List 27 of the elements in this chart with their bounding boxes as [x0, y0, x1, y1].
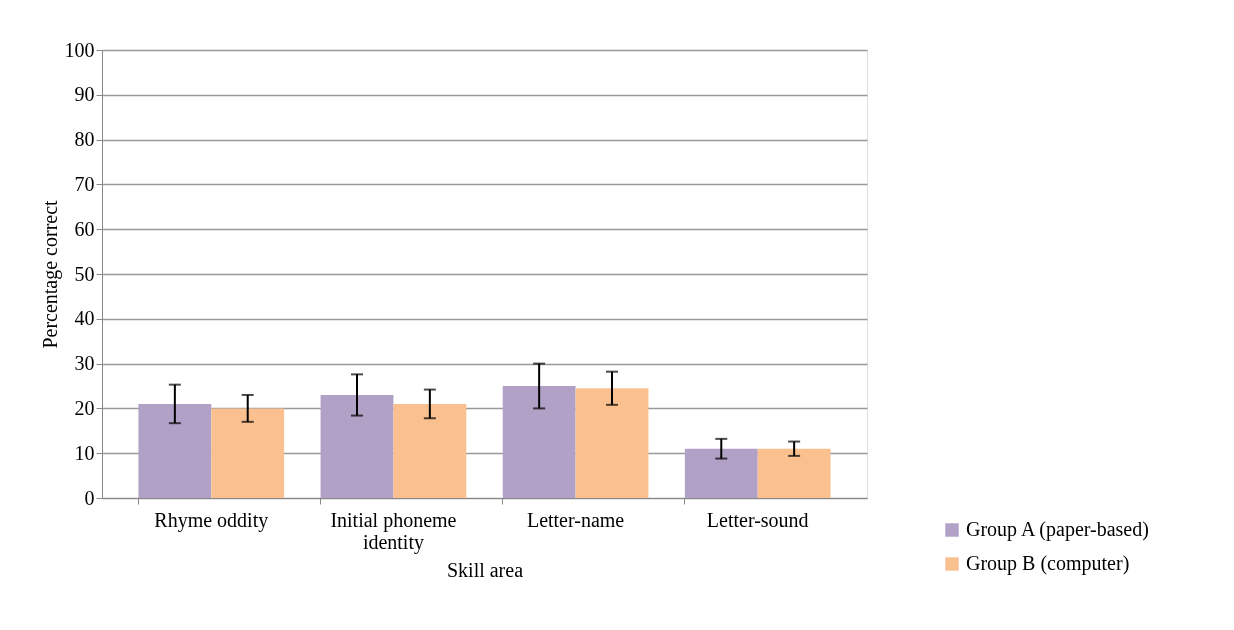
bar — [393, 403, 467, 498]
y-tick-label: 30 — [74, 352, 95, 375]
y-tick-label: 60 — [74, 217, 95, 240]
y-axis-title: Percentage correct — [38, 199, 62, 349]
bar — [684, 448, 758, 498]
legend-label: Group B (computer) — [966, 552, 1130, 575]
y-tick-label: 10 — [74, 441, 95, 464]
x-tick-label: Initial phoneme identity — [330, 508, 457, 554]
y-tick-label: 20 — [74, 396, 95, 419]
bar — [138, 403, 212, 498]
bar — [575, 388, 649, 498]
y-tick-label: 70 — [74, 172, 95, 195]
bar — [211, 408, 285, 498]
y-tick-label: 0 — [84, 486, 95, 509]
y-tick-label: 50 — [74, 262, 95, 285]
y-tick-label: 90 — [74, 83, 95, 106]
legend-label: Group A (paper-based) — [966, 518, 1149, 541]
x-tick-label: Letter-sound — [706, 508, 809, 531]
y-tick-label: 100 — [64, 38, 95, 61]
x-tick-label: Letter-name — [526, 508, 625, 531]
bar — [502, 386, 576, 498]
bar — [320, 394, 394, 498]
y-tick-label: 40 — [74, 307, 95, 330]
x-axis-title: Skill area — [446, 558, 524, 581]
bar — [757, 448, 831, 498]
x-tick-label: Rhyme oddity — [154, 508, 269, 532]
y-tick-label: 80 — [74, 128, 95, 151]
